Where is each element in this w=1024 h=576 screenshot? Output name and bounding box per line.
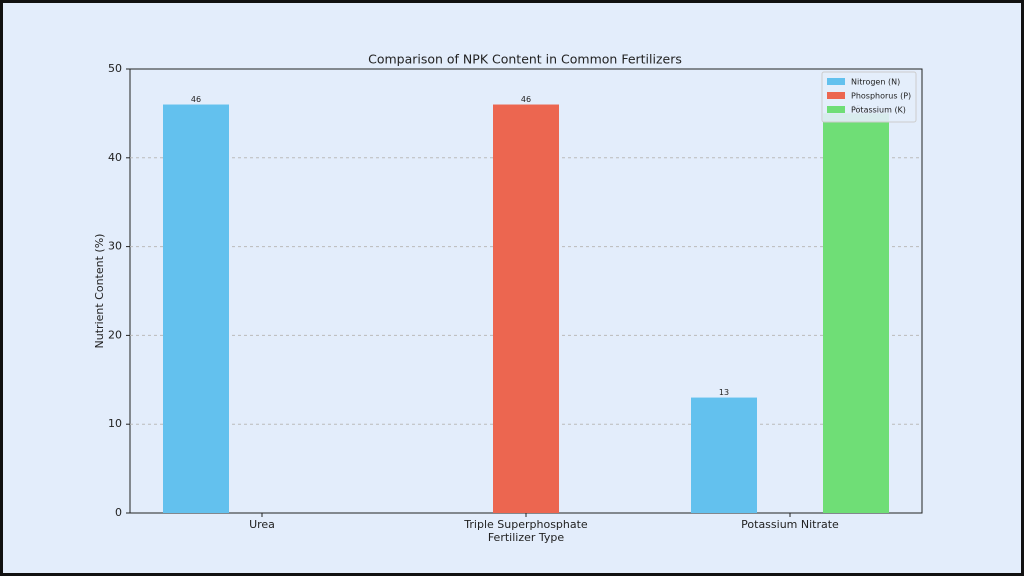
- y-tick-label: 30: [108, 240, 122, 253]
- legend-box: [821, 71, 917, 123]
- y-tick-label: 0: [115, 506, 122, 519]
- bar: [691, 397, 757, 513]
- bar: [493, 104, 559, 514]
- legend-swatch: [827, 106, 845, 113]
- y-tick-label: 20: [108, 328, 122, 341]
- x-tick-label: Urea: [249, 518, 275, 531]
- legend-swatch: [827, 92, 845, 99]
- legend-label: Potassium (K): [851, 106, 906, 115]
- legend-label: Phosphorus (P): [851, 92, 911, 101]
- legend-swatch: [827, 78, 845, 85]
- chart-title: Comparison of NPK Content in Common Fert…: [368, 52, 682, 67]
- bar: [823, 113, 889, 514]
- y-tick-label: 50: [108, 62, 122, 75]
- value-label: 46: [191, 95, 201, 104]
- value-label: 13: [719, 388, 729, 397]
- legend-label: Nitrogen (N): [851, 78, 900, 87]
- x-axis-label: Fertilizer Type: [488, 531, 565, 544]
- y-tick-label: 10: [108, 417, 122, 430]
- y-tick-label: 40: [108, 151, 122, 164]
- value-label: 46: [521, 95, 531, 104]
- bar: [163, 104, 229, 514]
- x-tick-label: Potassium Nitrate: [741, 518, 839, 531]
- x-tick-label: Triple Superphosphate: [463, 518, 588, 531]
- y-axis-label: Nutrient Content (%): [93, 234, 106, 349]
